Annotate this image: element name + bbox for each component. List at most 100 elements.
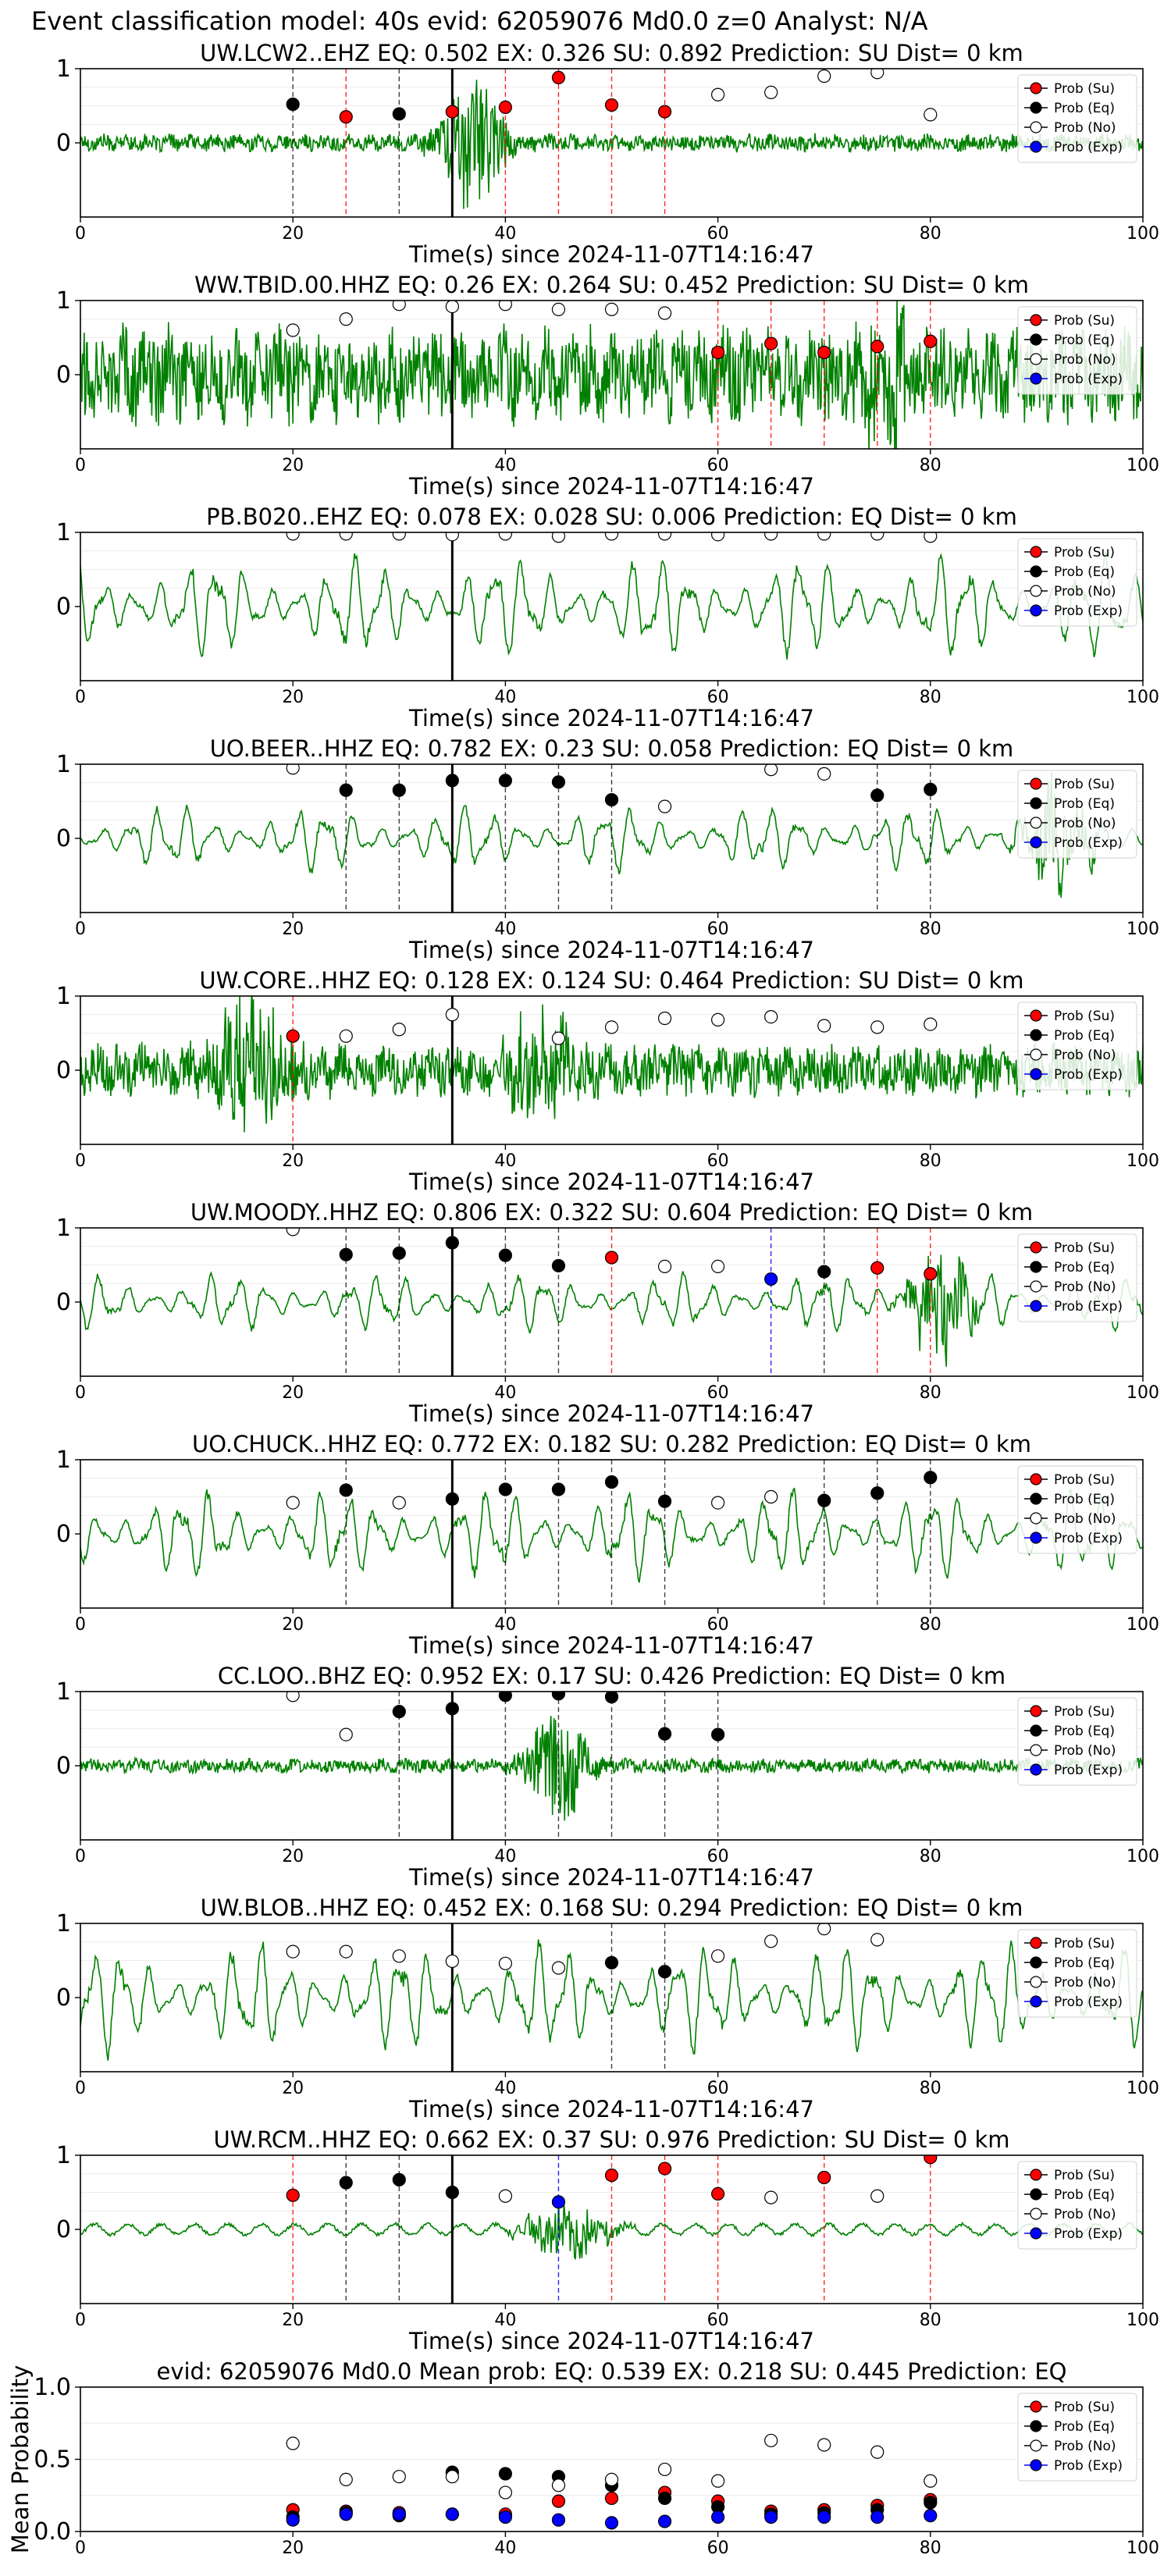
prob-marker-no	[604, 532, 619, 541]
x-tick-label: 100	[1127, 920, 1159, 939]
legend-marker-su	[1030, 82, 1042, 94]
prob-marker-eq	[392, 2172, 406, 2186]
legend-label: Prob (Eq)	[1054, 101, 1115, 116]
mean-prob-marker-no	[551, 2478, 566, 2492]
prob-marker-no	[924, 532, 938, 543]
prob-marker-su	[870, 340, 884, 354]
x-tick-label: 80	[920, 920, 941, 939]
legend-box	[1017, 2161, 1137, 2250]
prob-marker-no	[817, 767, 831, 781]
legend-marker-exp	[1030, 2459, 1042, 2471]
panel-title: UW.BLOB..HHZ EQ: 0.452 EX: 0.168 SU: 0.2…	[201, 1895, 1023, 1921]
x-tick-label: 80	[920, 1383, 941, 1403]
prob-marker-no	[870, 69, 884, 80]
panel-title: UO.BEER..HHZ EQ: 0.782 EX: 0.23 SU: 0.05…	[210, 735, 1014, 762]
legend-marker-su	[1030, 1937, 1042, 1949]
legend-marker-no	[1030, 1744, 1042, 1756]
prob-marker-eq	[924, 782, 938, 796]
legend-label: Prob (Exp)	[1054, 1763, 1123, 1778]
x-tick-label: 100	[1127, 456, 1159, 475]
chart-panel: UW.LCW2..EHZ EQ: 0.502 EX: 0.326 SU: 0.8…	[56, 40, 1159, 268]
x-axis-label: Time(s) since 2024-11-07T14:16:47	[408, 2096, 814, 2122]
prob-marker-no	[445, 532, 459, 542]
chart-panel: UW.BLOB..HHZ EQ: 0.452 EX: 0.168 SU: 0.2…	[56, 1895, 1159, 2122]
prob-marker-no	[870, 2189, 884, 2203]
chart-panel: UW.CORE..HHZ EQ: 0.128 EX: 0.124 SU: 0.4…	[56, 967, 1159, 1195]
legend-label: Prob (No)	[1054, 2439, 1116, 2454]
prob-marker-no	[339, 1029, 353, 1043]
y-tick-label: 0.0	[34, 2518, 71, 2546]
legend-label: Prob (No)	[1054, 2207, 1116, 2222]
prob-marker-eq	[604, 1692, 619, 1704]
legend-label: Prob (Su)	[1054, 2168, 1115, 2183]
legend-marker-no	[1030, 1280, 1042, 1293]
mean-prob-marker-exp	[286, 2513, 300, 2527]
x-tick-label: 40	[494, 1383, 516, 1403]
prob-marker-su	[445, 105, 459, 119]
legend-marker-su	[1030, 1009, 1042, 1022]
x-tick-label: 100	[1127, 1615, 1159, 1635]
chart-panel: evid: 62059076 Md0.0 Mean prob: EQ: 0.53…	[7, 2358, 1159, 2558]
panel-title: UW.CORE..HHZ EQ: 0.128 EX: 0.124 SU: 0.4…	[199, 967, 1023, 994]
prob-marker-no	[924, 1017, 938, 1031]
prob-marker-no	[604, 1020, 619, 1034]
x-axis-label: Time(s) since 2024-11-07T14:16:47	[408, 1632, 814, 1659]
prob-marker-eq	[445, 1492, 459, 1506]
y-tick-label: 0.5	[34, 2446, 71, 2474]
prob-marker-no	[657, 532, 672, 541]
x-tick-label: 60	[707, 1847, 729, 1866]
legend-label: Prob (Exp)	[1054, 1299, 1123, 1315]
x-tick-label: 20	[282, 2311, 304, 2330]
x-tick-label: 40	[494, 1615, 516, 1635]
legend-marker-su	[1030, 2400, 1042, 2413]
legend-label: Prob (Exp)	[1054, 1531, 1123, 1546]
prob-marker-no	[498, 1956, 513, 1970]
legend-marker-su	[1030, 1473, 1042, 1485]
chart-panel: WW.TBID.00.HHZ EQ: 0.26 EX: 0.264 SU: 0.…	[56, 272, 1159, 500]
prob-marker-no	[764, 764, 778, 777]
prob-marker-no	[392, 301, 406, 311]
x-tick-label: 60	[707, 2079, 729, 2098]
legend-marker-no	[1030, 2439, 1042, 2452]
prob-marker-eq	[445, 2185, 459, 2200]
legend-marker-su	[1030, 314, 1042, 326]
legend-label: Prob (Eq)	[1054, 796, 1115, 812]
mean-prob-marker-no	[498, 2485, 513, 2500]
legend-label: Prob (Su)	[1054, 545, 1115, 560]
x-tick-label: 0	[75, 1615, 86, 1635]
y-tick-label: 0	[56, 1984, 71, 2012]
prob-marker-eq	[392, 1246, 406, 1260]
prob-marker-no	[445, 1954, 459, 1969]
legend-box	[1017, 1697, 1137, 1786]
x-tick-label: 80	[920, 688, 941, 707]
chart-panel: UO.BEER..HHZ EQ: 0.782 EX: 0.23 SU: 0.05…	[56, 735, 1159, 963]
mean-prob-marker-no	[339, 2472, 353, 2486]
waveform-trace	[80, 996, 1143, 1133]
plot-area	[80, 532, 1143, 681]
prob-marker-no	[657, 799, 672, 813]
plot-area	[80, 1228, 1143, 1376]
prob-marker-no	[604, 302, 619, 316]
panel-title: UW.MOODY..HHZ EQ: 0.806 EX: 0.322 SU: 0.…	[190, 1199, 1033, 1226]
prob-marker-su	[657, 105, 672, 119]
x-tick-label: 60	[707, 1383, 729, 1403]
prob-marker-eq	[551, 1692, 566, 1701]
prob-marker-no	[710, 1949, 725, 1963]
x-tick-label: 0	[75, 1847, 86, 1866]
legend-marker-su	[1030, 1705, 1042, 1717]
prob-marker-eq	[604, 792, 619, 807]
chart-panel: PB.B020..EHZ EQ: 0.078 EX: 0.028 SU: 0.0…	[56, 503, 1159, 731]
prob-marker-no	[392, 532, 406, 541]
x-tick-label: 0	[75, 688, 86, 707]
plot-area	[80, 301, 1143, 449]
prob-marker-su	[286, 2188, 300, 2202]
prob-marker-su	[710, 2186, 725, 2201]
legend-marker-exp	[1030, 2227, 1042, 2240]
legend-box	[1017, 1233, 1137, 1322]
prob-marker-no	[339, 532, 353, 541]
y-tick-label: 0	[56, 2216, 71, 2243]
legend-marker-eq	[1030, 797, 1042, 809]
y-tick-label: 1	[56, 287, 71, 315]
mean-prob-marker-exp	[498, 2510, 513, 2524]
x-tick-label: 40	[494, 1151, 516, 1171]
